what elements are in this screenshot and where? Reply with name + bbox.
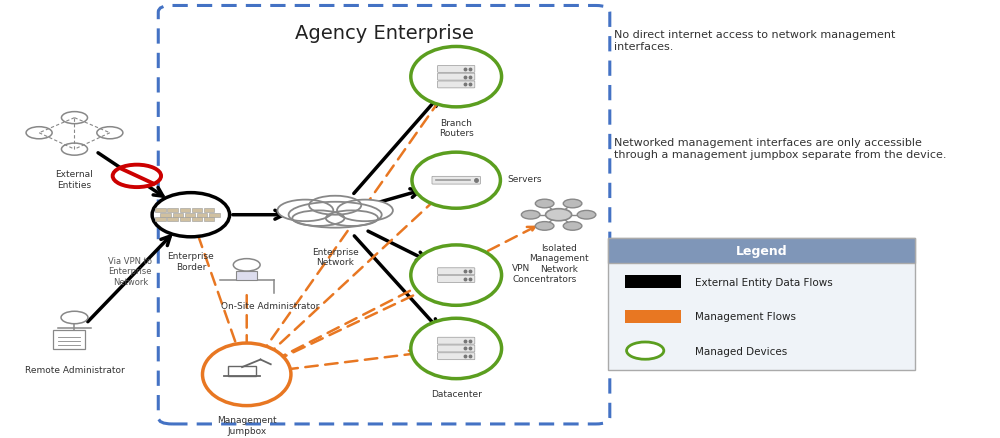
Text: Via VPN to
Enterprise
Network: Via VPN to Enterprise Network: [108, 256, 152, 286]
Ellipse shape: [411, 47, 502, 108]
Circle shape: [113, 165, 161, 187]
Circle shape: [97, 127, 123, 139]
Ellipse shape: [337, 200, 393, 222]
Circle shape: [563, 200, 582, 208]
Bar: [180, 208, 190, 212]
Bar: [185, 213, 195, 217]
Text: External
Entities: External Entities: [56, 170, 93, 189]
Text: VPN
Concentrators: VPN Concentrators: [512, 264, 576, 283]
Text: External Entity Data Flows: External Entity Data Flows: [695, 277, 832, 287]
FancyBboxPatch shape: [438, 82, 475, 88]
Text: Management
Jumpbox: Management Jumpbox: [217, 415, 277, 435]
FancyBboxPatch shape: [438, 337, 475, 344]
Bar: [204, 208, 214, 212]
Text: Branch
Routers: Branch Routers: [439, 118, 474, 138]
Bar: [160, 213, 171, 217]
Text: Isolated
Management
Network: Isolated Management Network: [529, 243, 588, 273]
Bar: [155, 208, 166, 212]
Text: No direct internet access to network management
interfaces.: No direct internet access to network man…: [614, 30, 896, 52]
Circle shape: [233, 259, 260, 272]
FancyBboxPatch shape: [608, 239, 915, 370]
Bar: [608, 239, 915, 264]
Ellipse shape: [152, 193, 230, 237]
Circle shape: [627, 342, 664, 360]
FancyBboxPatch shape: [53, 330, 85, 349]
Ellipse shape: [289, 202, 382, 228]
Circle shape: [535, 200, 554, 208]
Text: Management Flows: Management Flows: [695, 311, 796, 321]
FancyBboxPatch shape: [438, 276, 475, 283]
FancyBboxPatch shape: [432, 177, 480, 185]
Ellipse shape: [202, 343, 291, 406]
Circle shape: [26, 127, 52, 139]
Text: Remote Administrator: Remote Administrator: [25, 365, 124, 374]
Text: Datacenter: Datacenter: [431, 389, 482, 399]
Bar: [204, 218, 214, 222]
Bar: [167, 218, 178, 222]
Bar: [209, 213, 220, 217]
Circle shape: [61, 311, 88, 324]
Circle shape: [521, 211, 540, 219]
Ellipse shape: [411, 245, 502, 306]
Circle shape: [546, 209, 572, 221]
FancyBboxPatch shape: [625, 310, 681, 323]
Ellipse shape: [309, 196, 361, 215]
Ellipse shape: [277, 200, 333, 222]
Bar: [197, 213, 207, 217]
FancyBboxPatch shape: [438, 66, 475, 73]
Circle shape: [61, 113, 88, 124]
Circle shape: [577, 211, 596, 219]
Text: On-Site Administrator: On-Site Administrator: [221, 301, 319, 310]
Ellipse shape: [326, 211, 378, 226]
Bar: [155, 218, 166, 222]
FancyBboxPatch shape: [438, 268, 475, 275]
Ellipse shape: [411, 318, 502, 379]
Bar: [180, 218, 190, 222]
FancyBboxPatch shape: [438, 74, 475, 81]
Bar: [173, 213, 183, 217]
Text: Enterprise
Border: Enterprise Border: [167, 252, 214, 271]
Circle shape: [535, 222, 554, 231]
FancyBboxPatch shape: [625, 276, 681, 288]
FancyBboxPatch shape: [236, 272, 257, 280]
FancyBboxPatch shape: [438, 345, 475, 352]
Circle shape: [61, 144, 88, 156]
Text: Enterprise
Network: Enterprise Network: [312, 247, 359, 267]
Bar: [192, 208, 202, 212]
Circle shape: [563, 222, 582, 231]
Ellipse shape: [292, 211, 344, 226]
Text: Legend: Legend: [736, 245, 787, 258]
Text: Managed Devices: Managed Devices: [695, 346, 787, 356]
Ellipse shape: [412, 153, 500, 209]
FancyBboxPatch shape: [228, 366, 256, 376]
Bar: [192, 218, 202, 222]
Text: Networked management interfaces are only accessible
through a management jumpbox: Networked management interfaces are only…: [614, 138, 947, 159]
Text: Servers: Servers: [507, 174, 542, 183]
Text: Agency Enterprise: Agency Enterprise: [295, 24, 473, 42]
FancyBboxPatch shape: [438, 353, 475, 360]
Bar: [167, 208, 178, 212]
